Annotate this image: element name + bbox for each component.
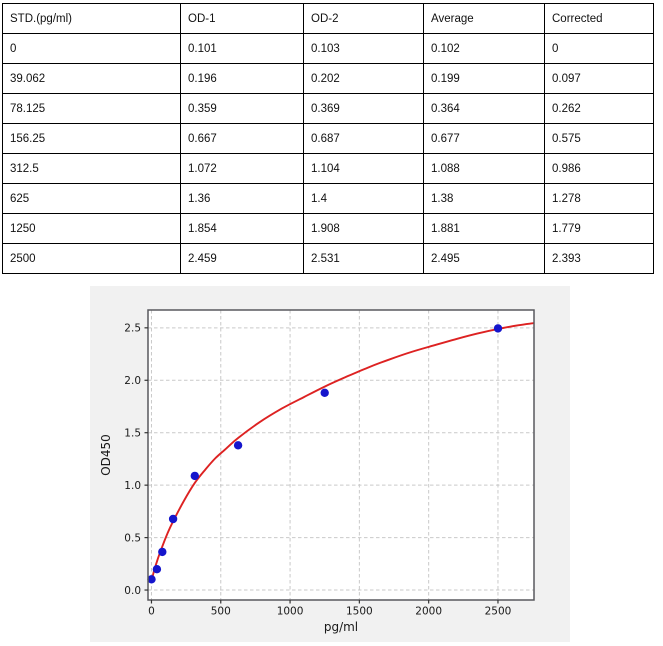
plot-area [148, 310, 534, 600]
column-header: STD.(pg/ml) [2, 3, 181, 34]
table-cell: 156.25 [2, 123, 181, 154]
table-cell: 1.072 [180, 153, 304, 184]
table-cell: 0.196 [180, 63, 304, 94]
table-cell: 1.104 [303, 153, 424, 184]
x-axis-label: pg/ml [324, 620, 358, 634]
table-row: 1250 1.854 1.908 1.881 1.779 [2, 213, 654, 244]
table-cell: 1.088 [423, 153, 545, 184]
column-header: Corrected [544, 3, 654, 34]
x-axis-tick-label: 500 [211, 606, 231, 618]
table-row: 78.125 0.359 0.369 0.364 0.262 [2, 93, 654, 124]
data-point [320, 388, 329, 397]
y-axis-tick-label: 2.5 [124, 323, 141, 335]
table-cell: 0.369 [303, 93, 424, 124]
table-cell: 0.103 [303, 33, 424, 64]
table-cell: 0.667 [180, 123, 304, 154]
table-cell: 2.531 [303, 243, 424, 274]
table-cell: 0.677 [423, 123, 545, 154]
table-cell: 0 [2, 33, 181, 64]
table-cell: 0.986 [544, 153, 654, 184]
table-row: 2500 2.459 2.531 2.495 2.393 [2, 243, 654, 274]
column-header: OD-2 [303, 3, 424, 34]
table-cell: 2.459 [180, 243, 304, 274]
plot-border [147, 309, 535, 601]
y-axis-tick-label: 1.0 [124, 480, 141, 492]
y-axis-tick-label: 1.5 [124, 428, 141, 440]
data-point [152, 565, 162, 574]
data-point [233, 441, 243, 450]
table-cell: 2500 [2, 243, 181, 274]
table-cell: 625 [2, 183, 181, 214]
table-row: 39.062 0.196 0.202 0.199 0.097 [2, 63, 654, 94]
table-cell: 312.5 [2, 153, 181, 184]
table-cell: 0.101 [180, 33, 304, 64]
table-cell: 1.908 [303, 213, 424, 244]
table-cell: 1.278 [544, 183, 654, 214]
table-cell: 1.881 [423, 213, 545, 244]
x-axis-tick-label: 1000 [277, 606, 304, 618]
y-axis-tick-label: 0.5 [124, 532, 141, 544]
x-axis-tick-label: 0 [148, 606, 155, 618]
table-cell: 0.575 [544, 123, 654, 154]
data-point [147, 575, 156, 584]
table-row: 312.5 1.072 1.104 1.088 0.986 [2, 153, 654, 184]
table-cell: 1.854 [180, 213, 304, 244]
table-row: 625 1.36 1.4 1.38 1.278 [2, 183, 654, 214]
table-cell: 0 [544, 33, 654, 64]
table-cell: 0.097 [544, 63, 654, 94]
table-cell: 0.359 [180, 93, 304, 124]
data-point [190, 471, 199, 481]
standards-table: STD.(pg/ml) OD-1 OD-2 Average Corrected 0 0.1… [2, 3, 654, 274]
x-axis-tick-label: 2500 [485, 606, 512, 618]
data-point [158, 547, 167, 557]
table-cell: 78.125 [2, 93, 181, 124]
x-axis-tick-label: 1500 [346, 606, 373, 618]
table-header-row: STD.(pg/ml) OD-1 OD-2 Average Corrected [2, 3, 654, 34]
column-header: Average [423, 3, 545, 34]
table-cell: 1250 [2, 213, 181, 244]
data-point [493, 324, 503, 333]
table-cell: 1.779 [544, 213, 654, 244]
y-axis-tick-label: 2.0 [124, 375, 141, 387]
table-cell: 1.38 [423, 183, 545, 214]
table-cell: 0.262 [544, 93, 654, 124]
table-cell: 0.199 [423, 63, 545, 94]
table-cell: 0.687 [303, 123, 424, 154]
table-cell: 2.495 [423, 243, 545, 274]
table-cell: 0.102 [423, 33, 545, 64]
y-axis-label: OD450 [99, 434, 113, 476]
x-axis-tick-label: 2000 [415, 606, 442, 618]
standard-curve-figure: 0 500 1000 1500 2000 2500 0.0 0.5 1.0 1.5 2.0 2.5 pg… [90, 286, 570, 642]
table-cell: 0.364 [423, 93, 545, 124]
table-cell: 39.062 [2, 63, 181, 94]
table-cell: 1.4 [303, 183, 424, 214]
y-axis-tick-label: 0.0 [124, 585, 141, 597]
table-row: 156.25 0.667 0.687 0.677 0.575 [2, 123, 654, 154]
table-cell: 1.36 [180, 183, 304, 214]
data-point [168, 514, 178, 524]
column-header: OD-1 [180, 3, 304, 34]
table-cell: 2.393 [544, 243, 654, 274]
table-row: 0 0.101 0.103 0.102 0 [2, 33, 654, 64]
standard-curve-chart: 0 500 1000 1500 2000 2500 0.0 0.5 1.0 1.5 2.0 2.5 pg… [99, 309, 535, 634]
table-cell: 0.202 [303, 63, 424, 94]
